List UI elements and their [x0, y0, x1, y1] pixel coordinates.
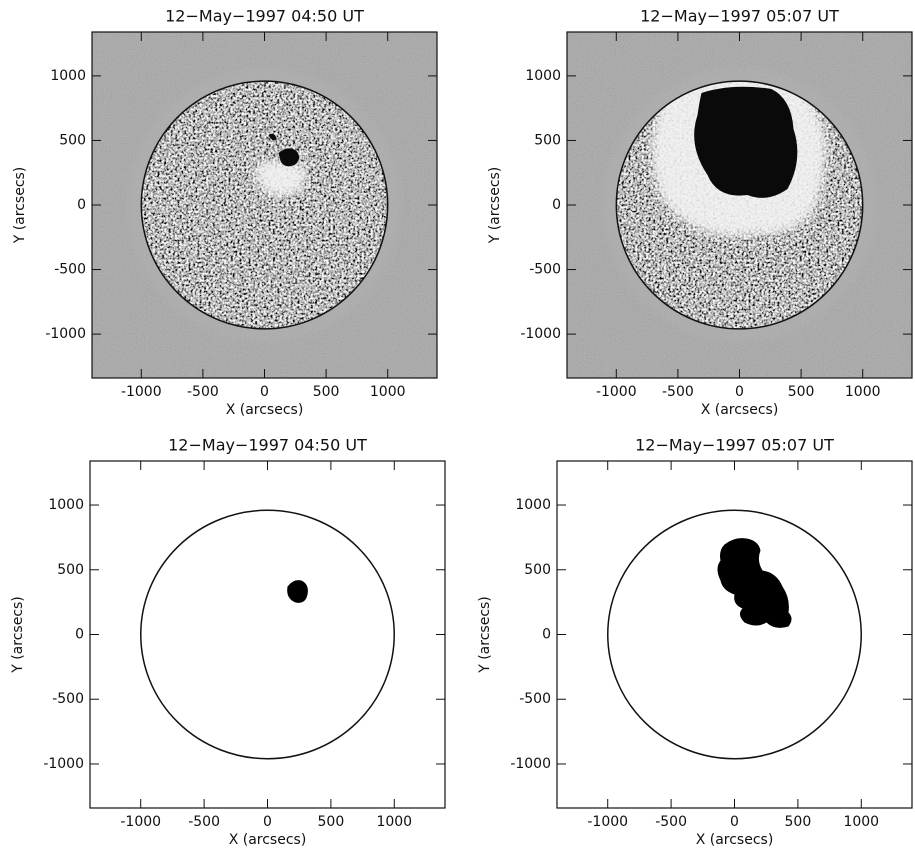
y-axis-label: Y (arcsecs)	[10, 596, 26, 674]
y-tick-label: 0	[552, 197, 561, 213]
dimming-mask	[287, 580, 308, 603]
solar-limb	[140, 509, 395, 760]
panel-title: 12−May−1997 05:07 UT	[640, 7, 839, 26]
y-tick-label: -500	[529, 262, 561, 278]
x-tick-label: 0	[260, 384, 269, 400]
bright-region	[254, 159, 307, 197]
y-tick-label: 500	[534, 132, 561, 148]
dimming-region	[268, 133, 300, 167]
y-tick-label: 1000	[515, 497, 551, 513]
y-tick-label: 500	[59, 132, 86, 148]
x-axis-label: X (arcsecs)	[696, 832, 774, 848]
x-tick-label: 500	[788, 384, 815, 400]
x-tick-label: 0	[735, 384, 744, 400]
y-tick-label: -500	[54, 262, 86, 278]
y-axis-label: Y (arcsecs)	[12, 167, 28, 245]
y-tick-label: -500	[52, 691, 84, 707]
x-tick-label: 1000	[376, 814, 412, 830]
x-tick-label: 500	[313, 384, 340, 400]
disk-image	[141, 81, 388, 329]
x-tick-label: -1000	[121, 384, 162, 400]
plot-frame	[556, 460, 913, 809]
solar-limb	[140, 80, 389, 330]
x-axis-label: X (arcsecs)	[229, 832, 307, 848]
disk-image	[616, 81, 863, 329]
solar-limb	[615, 80, 864, 330]
y-tick-label: 1000	[48, 497, 84, 513]
panel: -1000 -500 0 500 1000 -1000 -500 0 500 1000 12−May…	[487, 7, 913, 418]
y-tick-label: 0	[542, 627, 551, 643]
x-tick-label: -500	[188, 814, 220, 830]
x-tick-label: -500	[662, 384, 694, 400]
plot-frame	[89, 460, 446, 809]
y-tick-label: 500	[57, 562, 84, 578]
x-tick-label: 500	[318, 814, 345, 830]
panel: -1000 -500 0 500 1000 -1000 -500 0 500 1000 12−May…	[12, 7, 438, 418]
corona-halo	[130, 70, 399, 340]
y-tick-label: -1000	[45, 326, 86, 342]
dimming-region	[694, 86, 798, 198]
x-tick-label: 0	[730, 814, 739, 830]
y-tick-label: 500	[524, 562, 551, 578]
panel: -1000 -500 0 500 1000 -1000 -500 0 500 1000 12−May…	[10, 436, 446, 848]
x-tick-label: -1000	[596, 384, 637, 400]
x-tick-label: 1000	[845, 384, 881, 400]
x-tick-label: -1000	[120, 814, 161, 830]
y-tick-label: 0	[75, 627, 84, 643]
x-tick-label: -1000	[587, 814, 628, 830]
y-tick-label: -1000	[510, 756, 551, 772]
y-tick-label: -500	[519, 691, 551, 707]
y-tick-label: 1000	[50, 68, 86, 84]
panel-title: 12−May−1997 04:50 UT	[165, 7, 364, 26]
y-tick-label: 1000	[525, 68, 561, 84]
panel: -1000 -500 0 500 1000 -1000 -500 0 500 1000 12−May…	[477, 436, 913, 848]
y-tick-label: -1000	[520, 326, 561, 342]
x-tick-label: -500	[187, 384, 219, 400]
panel-title: 12−May−1997 05:07 UT	[635, 436, 834, 455]
disk-noise	[141, 81, 388, 329]
x-axis-label: X (arcsecs)	[226, 402, 304, 418]
y-axis-label: Y (arcsecs)	[477, 596, 493, 674]
x-tick-label: 1000	[843, 814, 879, 830]
dimming-mask	[717, 538, 792, 628]
x-tick-label: -500	[655, 814, 687, 830]
panel-title: 12−May−1997 04:50 UT	[168, 436, 367, 455]
x-tick-label: 1000	[370, 384, 406, 400]
corona-halo	[605, 70, 874, 340]
y-tick-label: 0	[77, 197, 86, 213]
x-tick-label: 0	[263, 814, 272, 830]
solar-limb	[607, 509, 862, 760]
x-axis-label: X (arcsecs)	[701, 402, 779, 418]
y-tick-label: -1000	[43, 756, 84, 772]
x-tick-label: 500	[785, 814, 812, 830]
y-axis-label: Y (arcsecs)	[487, 167, 503, 245]
